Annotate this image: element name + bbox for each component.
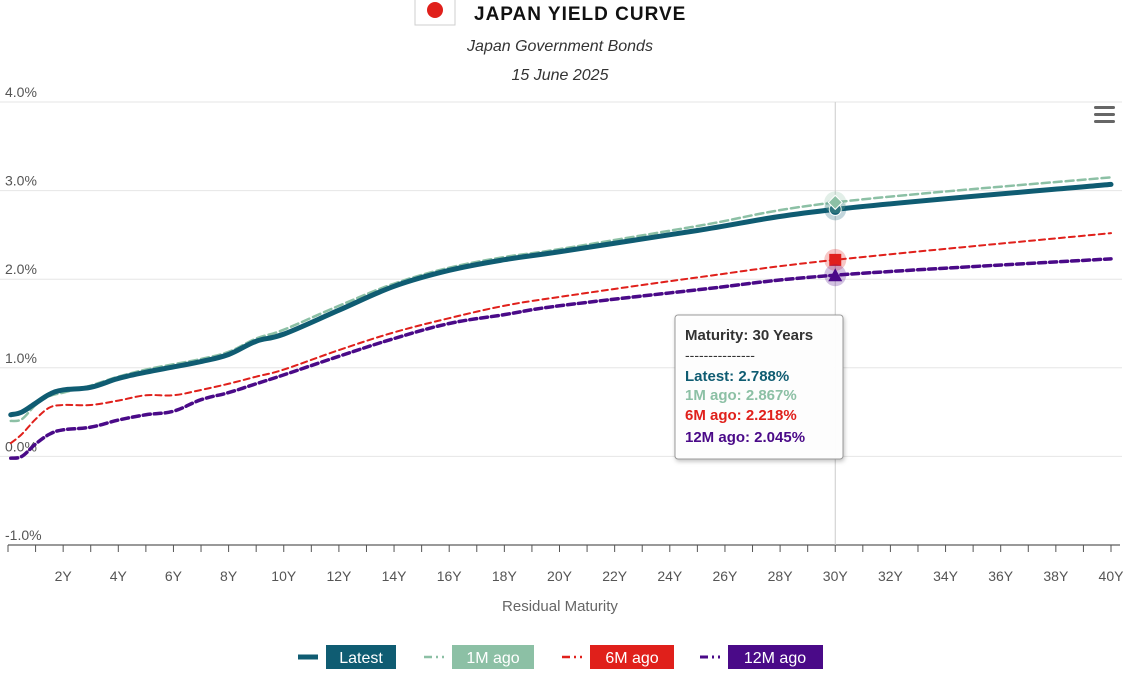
y-tick-label: 1.0% (5, 350, 37, 366)
marker-6m-ago (829, 253, 842, 266)
japan-flag-icon (414, 0, 456, 26)
x-tick-label: 36Y (988, 568, 1014, 584)
y-tick-label: 3.0% (5, 173, 37, 189)
y-tick-label: -1.0% (5, 527, 42, 543)
legend-item-latest[interactable]: Latest (298, 645, 396, 669)
legend-label-12m: 12M ago (744, 650, 806, 667)
tooltip-row-1m: 1M ago: 2.867% (685, 387, 797, 404)
x-tick-label: 40Y (1099, 568, 1125, 584)
x-tick-label: 26Y (712, 568, 738, 584)
series-line-latest (8, 181, 1114, 418)
tooltip-title: Maturity: 30 Years (685, 327, 813, 344)
tooltip: Maturity: 30 Years --------------- Lates… (674, 314, 844, 460)
x-tick-label: 34Y (933, 568, 959, 584)
series-line-6m-ago (9, 232, 1112, 445)
legend-label-6m: 6M ago (605, 650, 658, 667)
chart-title: JAPAN YIELD CURVE (474, 4, 686, 25)
series-line-12m-ago (9, 257, 1113, 460)
x-tick-label: 32Y (878, 568, 904, 584)
hamburger-menu-icon[interactable] (1088, 100, 1120, 128)
chart-date: 15 June 2025 (512, 67, 609, 84)
chart-header: JAPAN YIELD CURVE Japan Government Bonds… (414, 0, 686, 84)
legend: Latest 1M ago 6M ago 12M ago (298, 645, 823, 669)
x-tick-label: 4Y (110, 568, 128, 584)
tooltip-row-latest: Latest: 2.788% (685, 368, 789, 385)
series-lines (8, 176, 1114, 460)
y-tick-label: 2.0% (5, 261, 37, 277)
marker-1m-ago (827, 194, 843, 211)
x-tick-label: 18Y (492, 568, 518, 584)
x-tick-label: 20Y (547, 568, 573, 584)
x-tick-label: 2Y (55, 568, 73, 584)
x-tick-label: 28Y (768, 568, 794, 584)
tooltip-row-6m: 6M ago: 2.218% (685, 407, 797, 424)
y-tick-label: 4.0% (5, 84, 37, 100)
x-tick-label: 10Y (271, 568, 297, 584)
marker-12m-ago (828, 268, 843, 282)
series-line-1m-ago (9, 176, 1113, 423)
x-tick-label: 16Y (437, 568, 463, 584)
x-tick-label: 6Y (165, 568, 183, 584)
legend-label-latest: Latest (339, 650, 383, 667)
x-tick-label: 14Y (382, 568, 408, 584)
legend-label-1m: 1M ago (466, 650, 519, 667)
grid-lines (0, 101, 1122, 457)
tooltip-separator: --------------- (685, 347, 755, 363)
legend-item-1m[interactable]: 1M ago (424, 645, 534, 669)
legend-item-6m[interactable]: 6M ago (562, 645, 674, 669)
hover-markers (824, 191, 847, 287)
tooltip-row-12m: 12M ago: 2.045% (685, 429, 805, 446)
x-axis-title: Residual Maturity (502, 598, 618, 615)
x-tick-label: 24Y (657, 568, 683, 584)
x-tick-label: 22Y (602, 568, 628, 584)
x-tick-label: 38Y (1043, 568, 1069, 584)
x-tick-label: 30Y (823, 568, 849, 584)
x-tick-label: 8Y (220, 568, 238, 584)
x-axis: 2Y 4Y 6Y 8Y 10Y 12Y 14Y 16Y 18Y 20Y 22Y 24Y 26Y 28Y 30… (7, 544, 1125, 584)
chart-subtitle: Japan Government Bonds (466, 38, 653, 55)
y-axis-labels: -1.0%0.0%1.0%2.0%3.0%4.0% (5, 84, 42, 543)
x-tick-label: 12Y (326, 568, 352, 584)
legend-item-12m[interactable]: 12M ago (700, 645, 823, 669)
